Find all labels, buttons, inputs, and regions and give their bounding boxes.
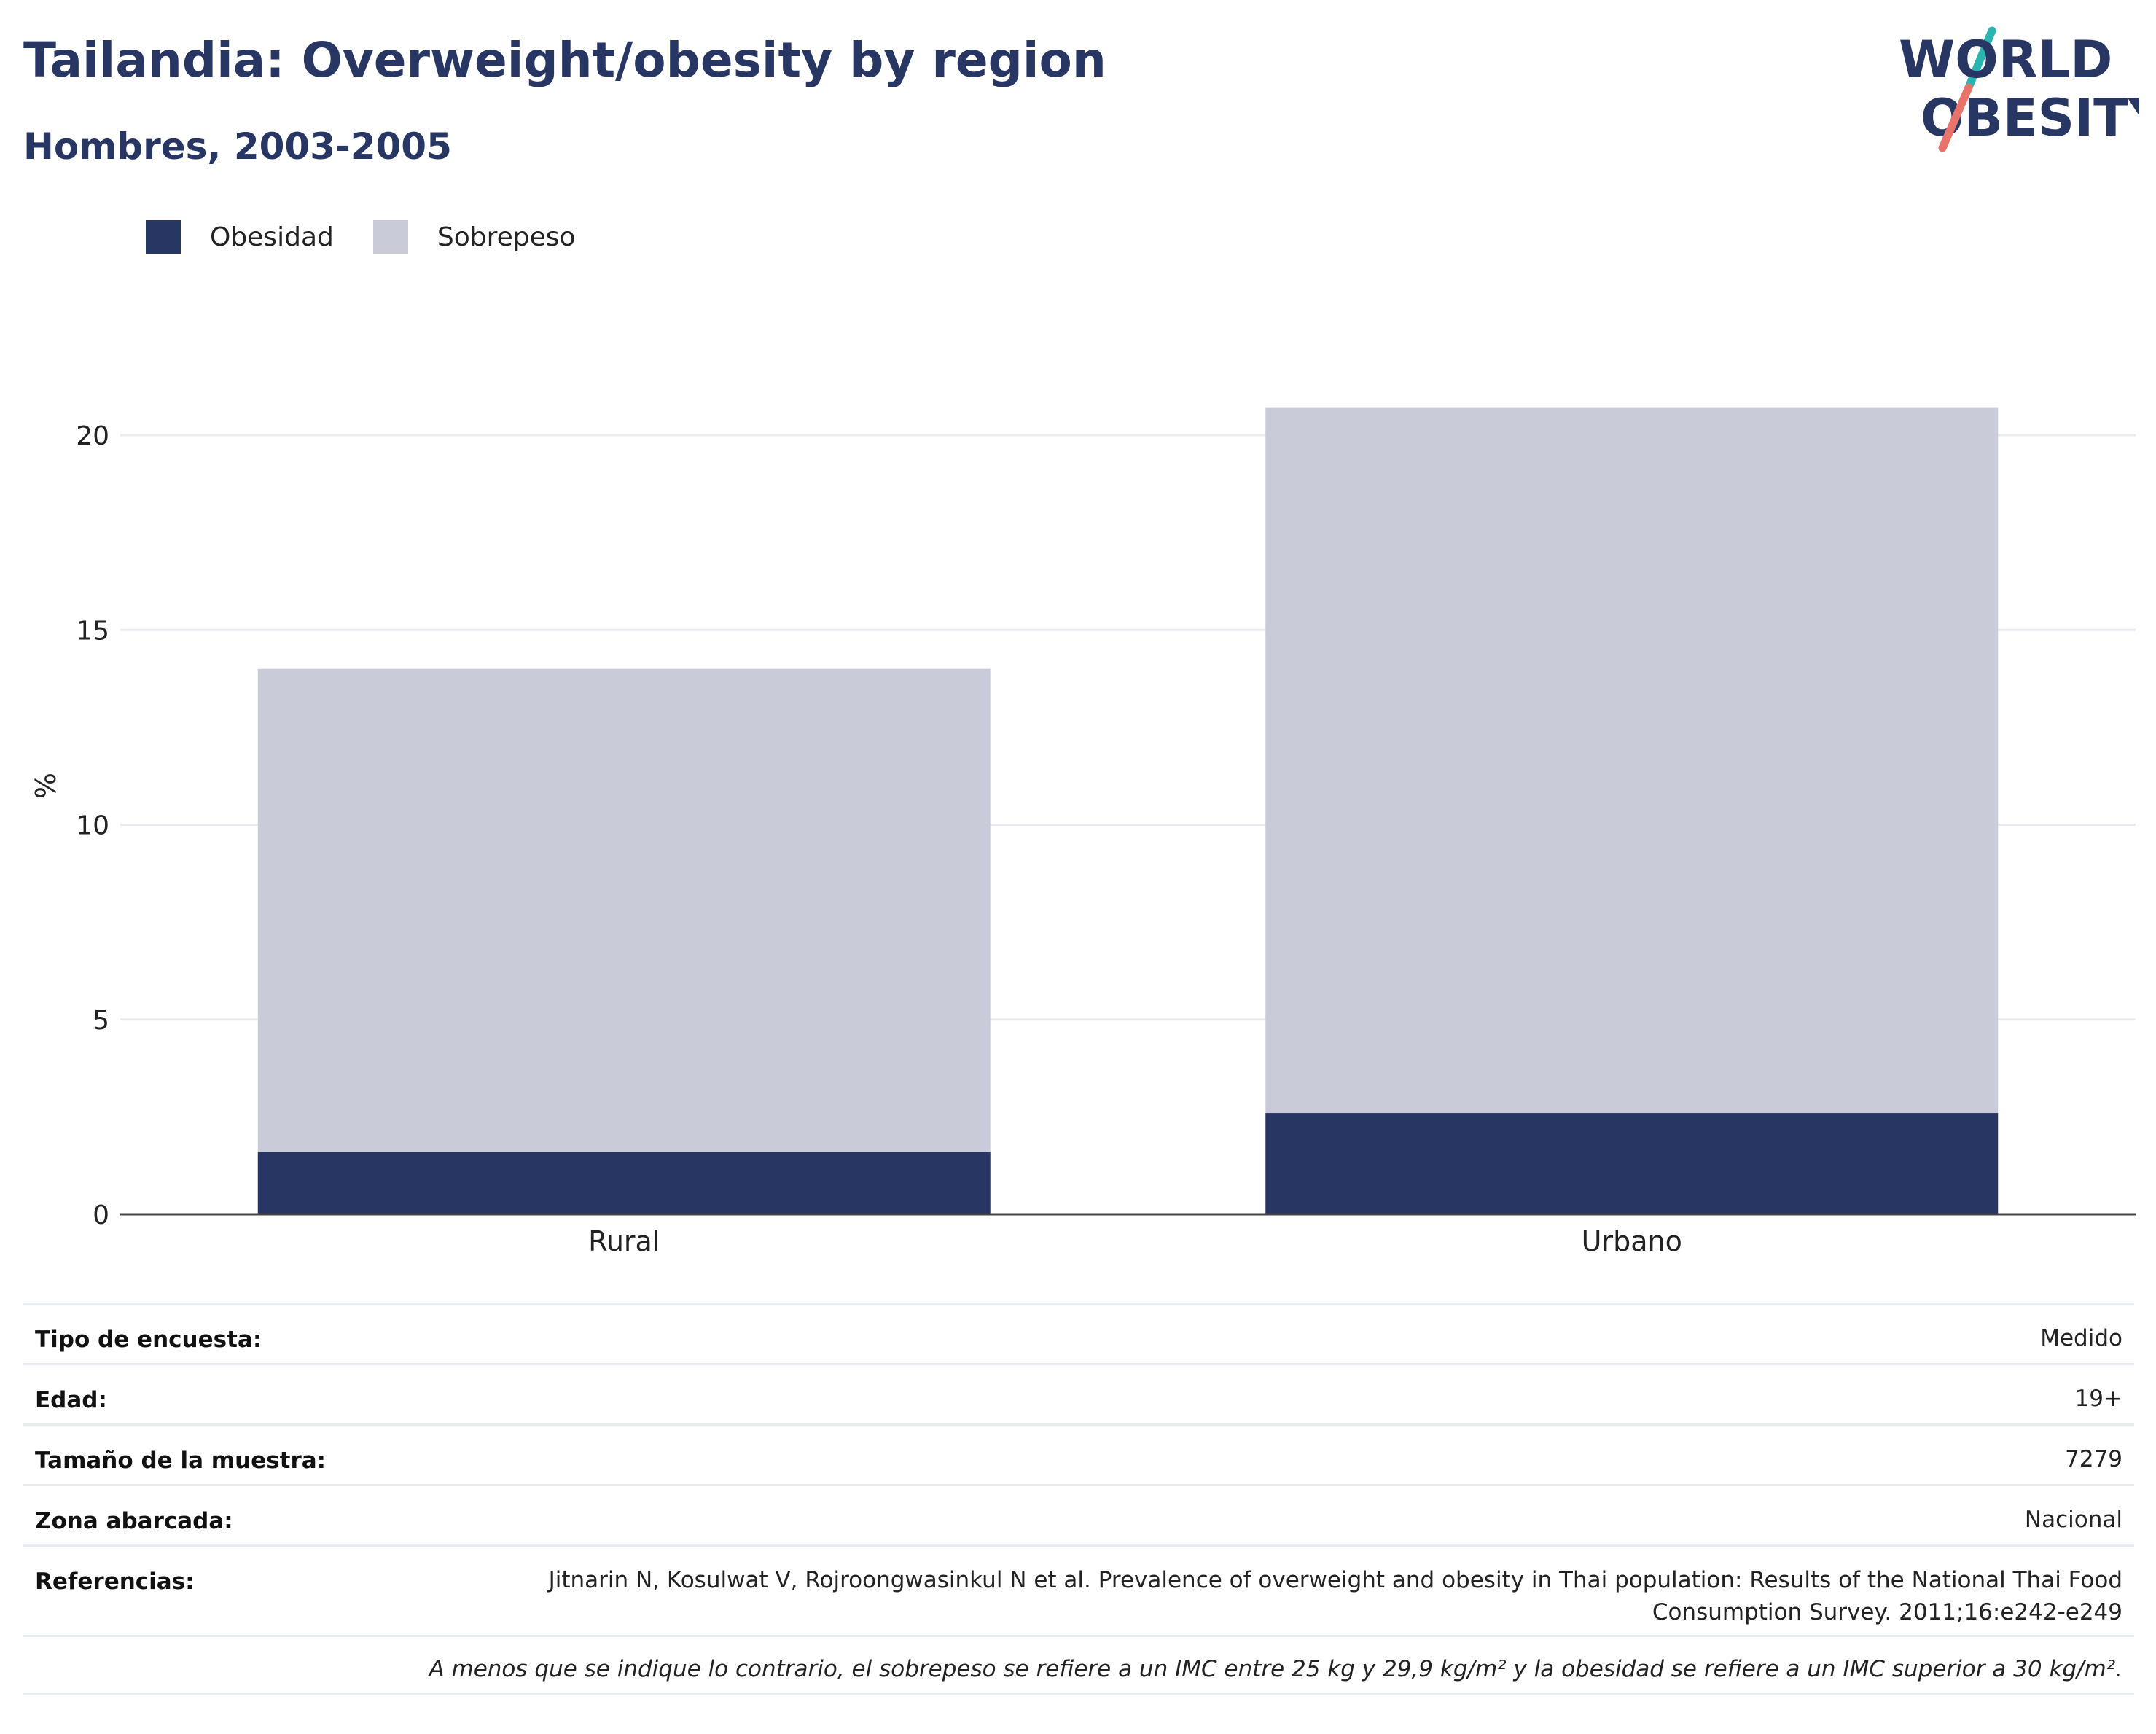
svg-text:WORLD: WORLD xyxy=(1899,30,2112,90)
info-row-survey-type: Tipo de encuesta: Medido xyxy=(23,1303,2134,1363)
chart-legend: Obesidad Sobrepeso xyxy=(146,219,615,255)
legend-swatch-sobrepeso xyxy=(372,220,408,254)
bar-sobrepeso-rural xyxy=(257,668,991,1152)
y-tick-label: 10 xyxy=(76,811,109,841)
info-label: Zona abarcada: xyxy=(35,1508,233,1534)
info-value: Nacional xyxy=(2024,1507,2122,1533)
info-value: Medido xyxy=(2040,1325,2122,1351)
y-tick-label: 20 xyxy=(76,421,109,451)
info-label: Referencias: xyxy=(35,1569,195,1595)
x-tick-label: Urbano xyxy=(1582,1225,1682,1257)
info-row-references: Referencias: Jitnarin N, Kosulwat V, Roj… xyxy=(23,1544,2134,1635)
bar-obesidad-rural xyxy=(257,1152,991,1214)
bar-sobrepeso-urbano xyxy=(1265,407,1999,1114)
info-label: Tipo de encuesta: xyxy=(35,1327,262,1353)
x-tick-label: Rural xyxy=(588,1225,660,1257)
y-tick-label: 5 xyxy=(93,1006,109,1036)
info-value: 19+ xyxy=(2074,1386,2122,1412)
y-axis-label: % xyxy=(30,773,62,799)
y-tick-label: 0 xyxy=(93,1200,109,1230)
legend-label-obesidad: Obesidad xyxy=(210,222,334,252)
page-subtitle: Hombres, 2003-2005 xyxy=(23,125,452,168)
page-title: Tailandia: Overweight/obesity by region xyxy=(23,32,1106,88)
info-label: Edad: xyxy=(35,1387,107,1413)
legend-swatch-obesidad xyxy=(146,220,181,254)
info-row-coverage: Zona abarcada: Nacional xyxy=(23,1484,2134,1544)
legend-item-obesidad[interactable]: Obesidad xyxy=(146,220,334,254)
info-label: Tamaño de la muestra: xyxy=(35,1448,327,1474)
info-row-sample-size: Tamaño de la muestra: 7279 xyxy=(23,1423,2134,1484)
world-obesity-logo: WORLD OBESITY xyxy=(1899,26,2139,152)
legend-label-sobrepeso: Sobrepeso xyxy=(437,222,576,252)
definition-footnote: A menos que se indique lo contrario, el … xyxy=(23,1635,2134,1695)
survey-info-table: Tipo de encuesta: Medido Edad: 19+ Tamañ… xyxy=(23,1303,2134,1695)
info-row-age: Edad: 19+ xyxy=(23,1363,2134,1423)
bar-chart: 0 5 10 15 20% Rural Urbano xyxy=(30,407,2136,1257)
bar-obesidad-urbano xyxy=(1265,1113,1999,1214)
y-tick-label: 15 xyxy=(76,616,109,646)
info-value-reference: Jitnarin N, Kosulwat V, Rojroongwasinkul… xyxy=(548,1567,2122,1625)
legend-item-sobrepeso[interactable]: Sobrepeso xyxy=(372,220,576,254)
info-value: 7279 xyxy=(2065,1446,2122,1472)
